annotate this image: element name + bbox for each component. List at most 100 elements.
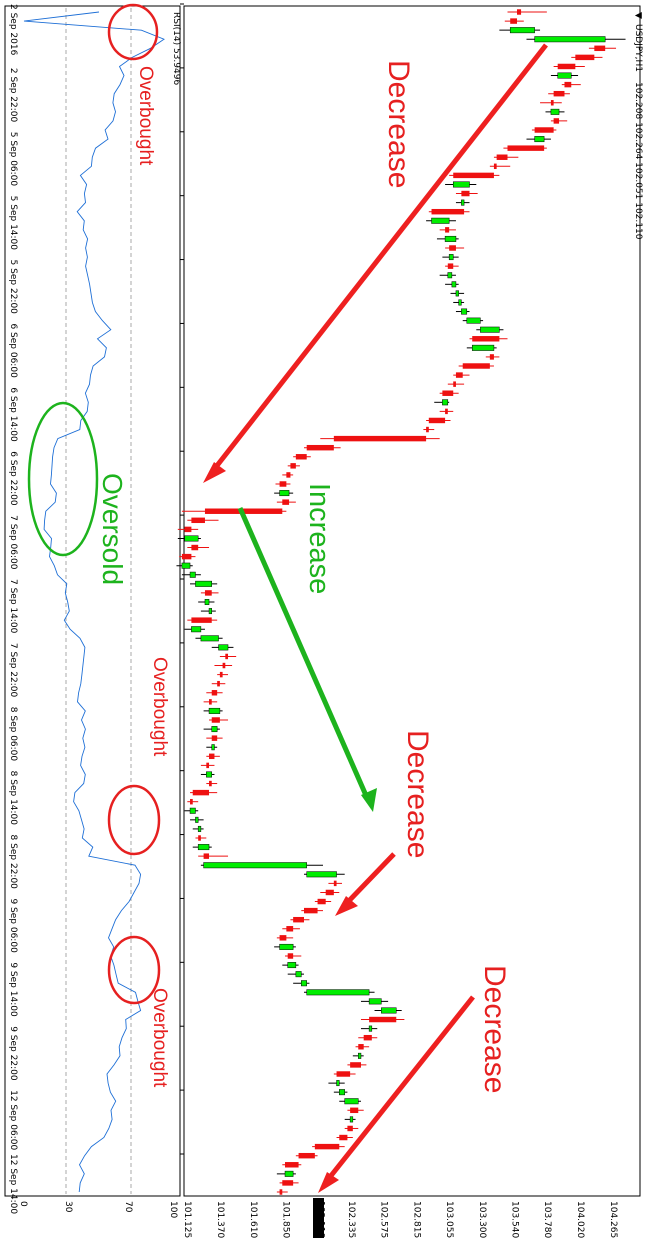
candle-body-bear — [453, 172, 494, 179]
candle-body-bear — [303, 907, 318, 914]
time-tick-label: 9 Sep 14:00 — [8, 962, 18, 1017]
time-tick-label: 8 Sep 06:00 — [8, 707, 18, 762]
candle-body-bull — [448, 254, 454, 261]
overbought-ellipse-1 — [107, 3, 159, 61]
candle-body-bear — [493, 163, 497, 170]
overbought-ellipse-3 — [107, 935, 161, 1005]
candle-body-bull — [458, 299, 462, 306]
candle-body-bull — [301, 980, 307, 987]
price-tick-label: 101.370 — [215, 1201, 225, 1238]
decrease-arrow-3-head — [318, 1172, 339, 1193]
candle-body-bull — [197, 825, 202, 832]
candle-body-bear — [290, 463, 296, 469]
time-axis: 2 Sep 2016 2 Sep 22:00 5 Sep 06:00 5 Sep 14… — [8, 3, 184, 1214]
candle-body-bear — [510, 18, 517, 24]
candle-body-bull — [336, 1080, 340, 1087]
candle-body-bear — [293, 916, 304, 923]
candle-body-bull — [349, 1116, 354, 1123]
price-tick-label: 103.300 — [477, 1201, 487, 1238]
candle-body-bear — [184, 526, 192, 533]
candle-body-bear — [594, 45, 606, 52]
candle-body-bear — [211, 690, 218, 696]
candle-body-bull — [509, 27, 535, 34]
candle-body-bull — [200, 635, 219, 642]
price-axis: 101.125101.370101.610101.850102.110102.3… — [18, 1201, 618, 1238]
time-tick-label: 2 Sep 22:00 — [8, 68, 18, 123]
candle-body-bear — [279, 935, 287, 941]
candle-body-bull — [218, 644, 229, 651]
candle-body-bull — [208, 707, 221, 714]
candle-body-bull — [461, 199, 465, 206]
rsi-label: RSI(14) 53.9496 — [171, 12, 181, 85]
candle-body-bear — [369, 1016, 397, 1023]
instrument-label: USDJPY,H1 — [633, 24, 643, 72]
candle-body-bull — [195, 580, 212, 587]
price-tick-label: 101.125 — [182, 1201, 192, 1238]
candle-body-bear — [314, 1143, 340, 1150]
candle-body-bear — [445, 408, 448, 415]
candle-body-bull — [287, 962, 297, 969]
rsi-panel-frame — [4, 5, 181, 1197]
decrease-text-3: Decrease — [478, 965, 511, 1093]
decrease-arrow-2 — [342, 852, 396, 908]
candle-body-bull — [534, 136, 545, 143]
candle-body-bull — [211, 726, 218, 733]
candle-body-bull — [184, 535, 199, 542]
oversold-text: Oversold — [97, 473, 128, 585]
candle-body-bear — [426, 426, 429, 433]
candle-body-bear — [461, 190, 470, 197]
candle-body-bull — [451, 281, 457, 288]
candle-body-bull — [284, 1170, 294, 1177]
overbought-text-1: Overbought — [135, 66, 156, 166]
current-price-marker — [313, 1198, 324, 1238]
candle-body-bull — [279, 943, 294, 950]
candle-body-bull — [466, 317, 481, 324]
decrease-text-1: Decrease — [382, 60, 415, 188]
candle-body-bear — [206, 762, 210, 769]
candle-body-bull — [306, 989, 370, 996]
price-tick-label: 103.780 — [542, 1201, 552, 1238]
candle-body-bear — [211, 717, 220, 723]
candle-body-bear — [209, 780, 212, 787]
candle-body-bear — [286, 926, 294, 932]
candle-body-bear — [190, 798, 193, 805]
decrease-arrow-1 — [210, 43, 548, 474]
candle-body-bear — [306, 444, 334, 451]
price-tick-label: 101.610 — [248, 1201, 258, 1238]
candle-body-bull — [461, 308, 468, 315]
candle-body-bull — [306, 871, 337, 878]
decrease-arrow-1-head — [203, 462, 226, 483]
candle-body-bear — [217, 680, 220, 687]
candle-body-bear — [550, 100, 554, 106]
candle-body-bear — [225, 653, 229, 660]
candle-body-bear — [445, 227, 450, 233]
candle-body-bear — [192, 789, 210, 796]
candle-body-bull — [195, 816, 199, 823]
candle-body-bear — [428, 417, 446, 424]
candle-body-bear — [534, 127, 554, 133]
price-panel-frame — [183, 5, 641, 1197]
candle-body-bull — [557, 72, 572, 79]
candle-body-bear — [203, 853, 210, 859]
candle-body-bear — [209, 699, 212, 705]
candle-body-bear — [211, 735, 218, 741]
candle-body-bull — [442, 399, 449, 406]
candle-body-bear — [181, 553, 192, 560]
candle-body-bear — [279, 1189, 283, 1195]
candle-body-bull — [279, 490, 290, 497]
time-tick-label: 7 Sep 06:00 — [8, 515, 18, 570]
candle-body-bear — [336, 1071, 351, 1077]
candle-body-bull — [471, 344, 495, 351]
candle-body-bear — [282, 1180, 294, 1186]
candle-body-bull — [211, 744, 215, 751]
candle-body-bull — [189, 571, 196, 578]
candle-body-bear — [557, 63, 576, 70]
candle-body-bull — [208, 608, 212, 615]
candle-body-bull — [431, 217, 450, 224]
time-tick-label: 9 Sep 22:00 — [8, 1026, 18, 1081]
candle-body-bull — [197, 844, 210, 851]
candle-body-bear — [472, 336, 500, 342]
decrease-text-2: Decrease — [401, 730, 434, 858]
